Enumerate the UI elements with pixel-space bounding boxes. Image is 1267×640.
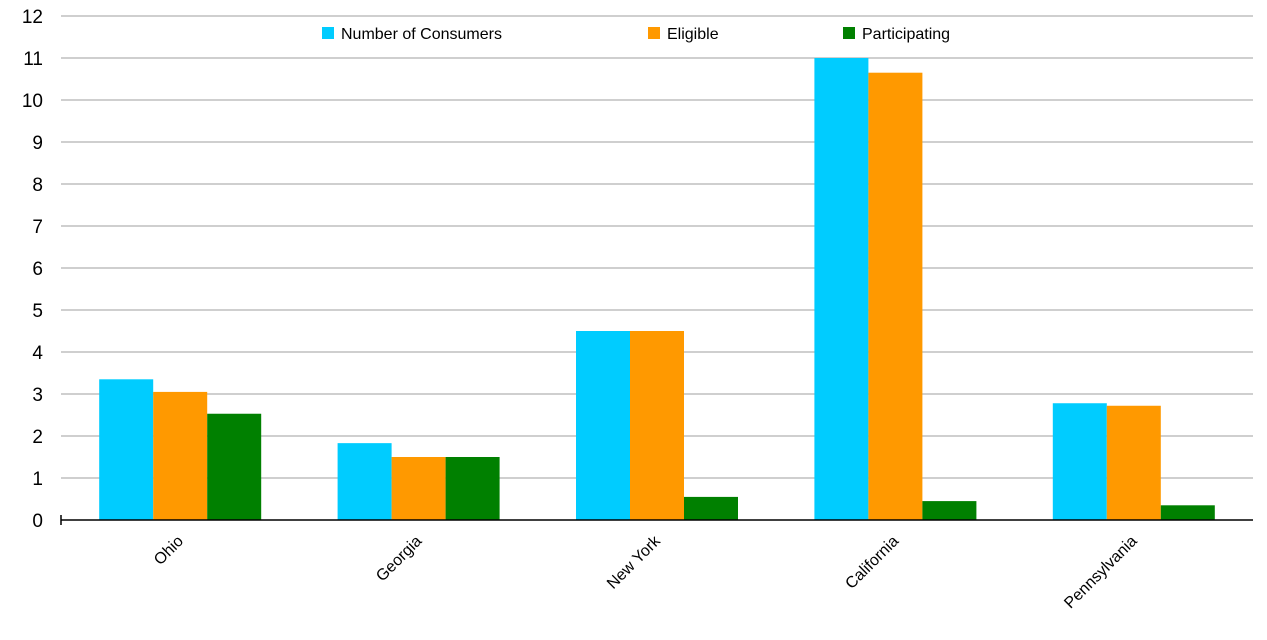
bar <box>684 496 738 520</box>
bar <box>153 391 208 520</box>
bar <box>576 331 630 520</box>
y-tick-label: 12 <box>22 7 43 28</box>
y-tick-label: 3 <box>32 385 43 406</box>
bar <box>922 501 977 520</box>
bar <box>868 72 923 520</box>
y-tick-label: 2 <box>32 427 43 448</box>
x-category-label: New York <box>604 532 665 593</box>
bar <box>814 58 869 520</box>
legend: Number of Consumers Eligible Participating <box>322 26 950 43</box>
bar <box>630 331 684 520</box>
y-tick-label: 1 <box>32 469 43 490</box>
legend-label: Participating <box>862 26 950 43</box>
y-tick-label: 0 <box>32 511 43 532</box>
bar <box>391 457 446 520</box>
x-category-label: Pennsylvania <box>1061 533 1140 612</box>
y-tick-label: 5 <box>32 301 43 322</box>
bar <box>99 379 154 520</box>
bar <box>1160 505 1215 520</box>
bars <box>99 58 1215 520</box>
legend-label: Eligible <box>667 26 719 43</box>
bar <box>1052 403 1107 520</box>
y-tick-label: 11 <box>23 49 43 70</box>
x-category-label: California <box>842 533 902 593</box>
bar <box>445 457 500 520</box>
legend-label: Number of Consumers <box>341 26 502 43</box>
x-axis <box>60 515 1253 525</box>
x-axis-category-labels: Ohio Georgia New York California Pennsylvani… <box>151 532 1141 612</box>
y-tick-label: 9 <box>32 133 43 154</box>
x-category-label: Georgia <box>373 533 425 585</box>
bar <box>1106 405 1161 520</box>
legend-swatch <box>648 27 660 39</box>
bar <box>337 443 392 520</box>
legend-swatch <box>843 27 855 39</box>
y-tick-label: 7 <box>32 217 43 238</box>
bar <box>207 413 262 520</box>
y-tick-label: 10 <box>22 91 43 112</box>
y-tick-label: 4 <box>32 343 43 364</box>
x-category-label: Ohio <box>151 533 187 569</box>
y-tick-label: 6 <box>32 259 43 280</box>
y-tick-label: 8 <box>32 175 43 196</box>
legend-swatch <box>322 27 334 39</box>
